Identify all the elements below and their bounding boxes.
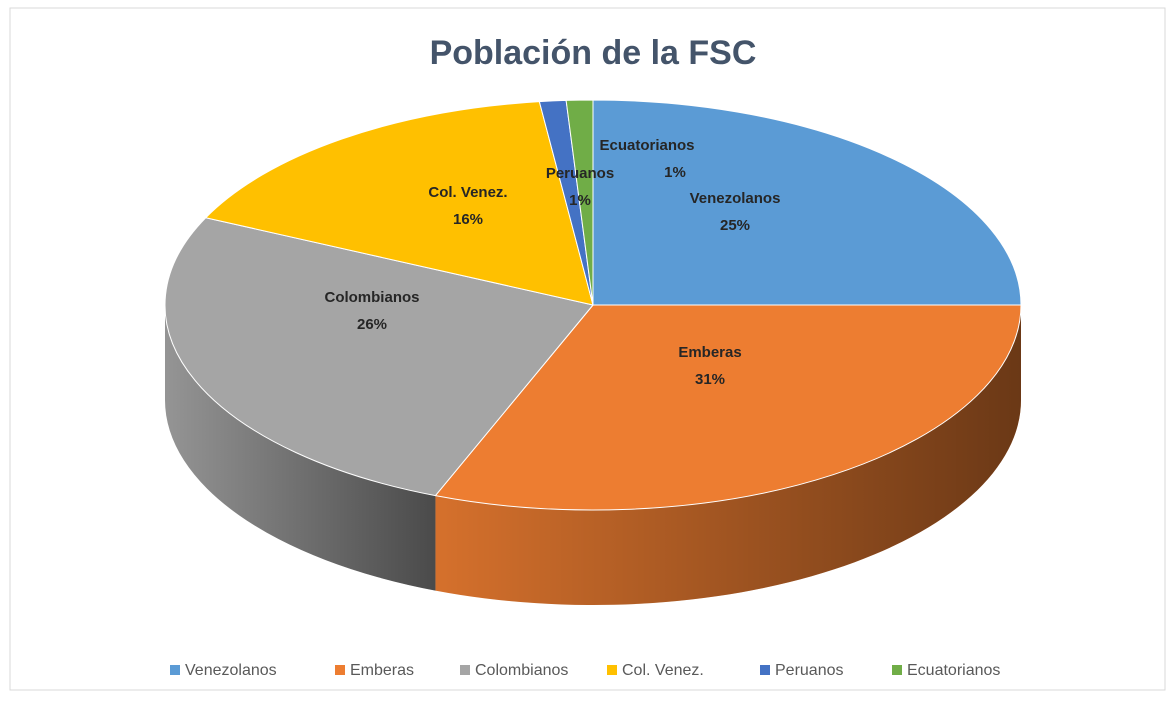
chart-title: Población de la FSC	[430, 34, 757, 72]
legend-label: Ecuatorianos	[907, 662, 1000, 679]
data-label-name: Venezolanos	[690, 190, 781, 207]
legend-swatch	[170, 665, 180, 675]
data-label-value: 26%	[357, 316, 387, 333]
legend-swatch	[760, 665, 770, 675]
data-label-name: Peruanos	[546, 165, 614, 182]
legend-swatch	[607, 665, 617, 675]
legend: Venezolanos Emberas Colombianos Col. Venez.…	[170, 662, 1000, 679]
legend-label: Colombianos	[475, 662, 568, 679]
slice-side-shade	[165, 305, 436, 591]
legend-label: Peruanos	[775, 662, 844, 679]
data-label-name: Colombianos	[324, 289, 419, 306]
data-labels: Venezolanos 25% Emberas 31% Colombianos 26% Co…	[324, 137, 780, 388]
legend-swatch	[460, 665, 470, 675]
slice	[164, 217, 594, 497]
data-label-value: 31%	[695, 371, 725, 388]
legend-label: Col. Venez.	[622, 662, 704, 679]
slice	[434, 304, 1022, 511]
data-label-value: 1%	[569, 192, 591, 209]
pie	[164, 99, 1022, 605]
legend-swatch	[335, 665, 345, 675]
legend-label: Venezolanos	[185, 662, 277, 679]
data-label-name: Ecuatorianos	[599, 137, 694, 154]
slice	[592, 99, 1022, 306]
data-label-name: Col. Venez.	[428, 184, 507, 201]
legend-label: Emberas	[350, 662, 414, 679]
slice-side-shade	[435, 305, 1021, 605]
data-label-value: 16%	[453, 211, 483, 228]
slice	[204, 101, 594, 306]
legend-swatch	[892, 665, 902, 675]
slice	[565, 99, 594, 306]
data-label-value: 25%	[720, 217, 750, 234]
data-label-value: 1%	[664, 164, 686, 181]
data-label-name: Emberas	[678, 344, 741, 361]
